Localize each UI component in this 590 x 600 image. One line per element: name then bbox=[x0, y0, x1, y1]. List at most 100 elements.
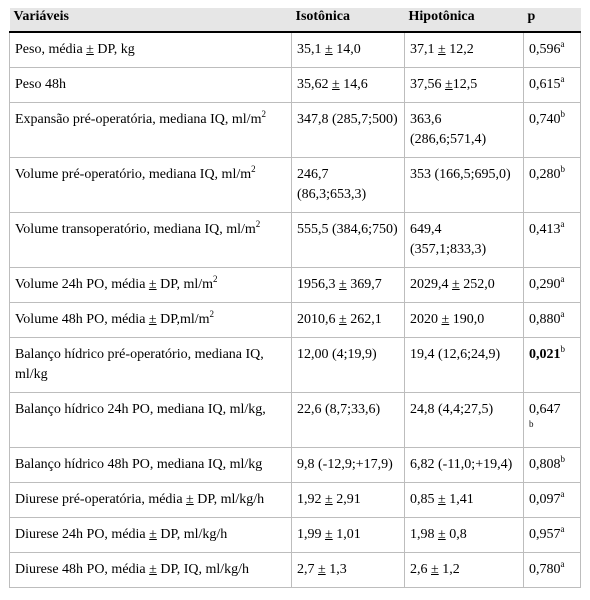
p-value: 0,021 bbox=[529, 347, 561, 362]
cell-text: 1,98 bbox=[410, 527, 438, 542]
isotonic-cell: 2010,6 ± 262,1 bbox=[291, 302, 405, 338]
header-row: Variáveis Isotônica Hipotônica p bbox=[9, 8, 581, 33]
isotonic-cell: 347,8 (285,7;500) bbox=[291, 102, 405, 158]
plus-minus-symbol: ± bbox=[149, 527, 157, 542]
cell-text: DP, ml/m bbox=[156, 277, 213, 292]
header-variables: Variáveis bbox=[9, 8, 292, 33]
cell-text: 22,6 (8,7;33,6) bbox=[297, 402, 381, 417]
hypotonic-cell: 2029,4 ± 252,0 bbox=[404, 267, 524, 303]
table-row: Peso 48h 35,62 ± 14,6 37,56 ±12,5 0,615a bbox=[9, 67, 581, 103]
variable-cell: Balanço hídrico 48h PO, mediana IQ, ml/k… bbox=[9, 447, 292, 483]
hypotonic-cell: 649,4 (357,1;833,3) bbox=[404, 212, 524, 268]
variable-cell: Volume 24h PO, média ± DP, ml/m2 bbox=[9, 267, 292, 303]
hypotonic-cell: 37,56 ±12,5 bbox=[404, 67, 524, 103]
isotonic-cell: 35,1 ± 14,0 bbox=[291, 32, 405, 68]
hypotonic-cell: 353 (166,5;695,0) bbox=[404, 157, 524, 213]
plus-minus-symbol: ± bbox=[148, 277, 157, 292]
cell-text: 6,82 (-11,0;+19,4) bbox=[410, 457, 513, 472]
p-value-footnote: a bbox=[560, 489, 565, 499]
cell-text: 35,62 bbox=[297, 77, 332, 92]
variable-cell: Diurese pré-operatória, média ± DP, ml/k… bbox=[9, 482, 292, 518]
header-isotonic: Isotônica bbox=[291, 8, 405, 33]
variable-cell: Balanço hídrico 24h PO, mediana IQ, ml/k… bbox=[9, 392, 292, 448]
cell-text: Balanço hídrico pré-operatório, mediana … bbox=[15, 347, 264, 382]
p-value-cell: 0,290a bbox=[523, 267, 581, 303]
cell-text: 35,1 bbox=[297, 42, 325, 57]
hypotonic-cell: 2,6 ± 1,2 bbox=[404, 552, 524, 588]
cell-text: DP, ml/kg/h bbox=[193, 492, 265, 507]
cell-text: 252,0 bbox=[459, 277, 495, 292]
cell-text: 246,7 (86,3;653,3) bbox=[297, 167, 367, 202]
hypotonic-cell: 363,6 (286,6;571,4) bbox=[404, 102, 524, 158]
cell-text: 0,85 bbox=[410, 492, 438, 507]
cell-text: 555,5 (384,6;750) bbox=[297, 222, 398, 237]
p-value-cell: 0,780a bbox=[523, 552, 581, 588]
cell-text: 14,0 bbox=[332, 42, 361, 57]
p-value-cell: 0,615a bbox=[523, 67, 581, 103]
isotonic-cell: 9,8 (-12,9;+17,9) bbox=[291, 447, 405, 483]
cell-text: 2,7 bbox=[297, 562, 318, 577]
cell-text: 1,01 bbox=[332, 527, 361, 542]
hypotonic-cell: 6,82 (-11,0;+19,4) bbox=[404, 447, 524, 483]
cell-text: 0,8 bbox=[445, 527, 467, 542]
cell-text: 190,0 bbox=[449, 312, 485, 327]
hypotonic-cell: 2020 ± 190,0 bbox=[404, 302, 524, 338]
table-row: Diurese pré-operatória, média ± DP, ml/k… bbox=[9, 482, 581, 518]
table-row: Volume 48h PO, média ± DP,ml/m2 2010,6 ± … bbox=[9, 302, 581, 338]
cell-text: 14,6 bbox=[339, 77, 368, 92]
isotonic-cell: 1,99 ± 1,01 bbox=[291, 517, 405, 553]
p-value-footnote: b bbox=[560, 109, 566, 119]
unit-superscript: 2 bbox=[209, 309, 215, 319]
p-value: 0,280 bbox=[529, 167, 561, 182]
plus-minus-symbol: ± bbox=[325, 527, 333, 542]
cell-text: 37,56 bbox=[410, 77, 445, 92]
plus-minus-symbol: ± bbox=[325, 492, 333, 507]
plus-minus-symbol: ± bbox=[325, 42, 333, 57]
variable-cell: Peso, média ± DP, kg bbox=[9, 32, 292, 68]
cell-text: 353 (166,5;695,0) bbox=[410, 167, 511, 182]
cell-text: DP,ml/m bbox=[156, 312, 210, 327]
cell-text: Volume 24h PO, média bbox=[15, 277, 149, 292]
isotonic-cell: 35,62 ± 14,6 bbox=[291, 67, 405, 103]
plus-minus-symbol: ± bbox=[339, 312, 347, 327]
p-value-footnote: a bbox=[560, 309, 565, 319]
p-value-cell: 0,957a bbox=[523, 517, 581, 553]
p-value-footnote: b bbox=[529, 419, 534, 429]
p-value-cell: 0,808b bbox=[523, 447, 581, 483]
p-value-cell: 0,097a bbox=[523, 482, 581, 518]
table-row: Diurese 24h PO, média ± DP, ml/kg/h 1,99 … bbox=[9, 517, 581, 553]
cell-text: Diurese pré-operatória, média bbox=[15, 492, 187, 507]
isotonic-cell: 12,00 (4;19,9) bbox=[291, 337, 405, 393]
p-value-footnote: a bbox=[560, 219, 565, 229]
cell-text: 1,3 bbox=[325, 562, 347, 577]
p-value-cell: 0,647 b bbox=[523, 392, 581, 448]
unit-superscript: 2 bbox=[255, 219, 261, 229]
cell-text: Balanço hídrico 24h PO, mediana IQ, ml/k… bbox=[15, 402, 266, 417]
cell-text: 2010,6 bbox=[297, 312, 339, 327]
table-row: Diurese 48h PO, média ± DP, IQ, ml/kg/h 2… bbox=[9, 552, 581, 588]
cell-text: 12,2 bbox=[445, 42, 474, 57]
cell-text: 1,2 bbox=[438, 562, 460, 577]
p-value-footnote: b bbox=[560, 344, 566, 354]
table-row: Volume transoperatório, mediana IQ, ml/m… bbox=[9, 212, 581, 268]
hypotonic-cell: 1,98 ± 0,8 bbox=[404, 517, 524, 553]
isotonic-cell: 2,7 ± 1,3 bbox=[291, 552, 405, 588]
cell-text: 2020 bbox=[410, 312, 442, 327]
plus-minus-symbol: ± bbox=[445, 77, 453, 92]
table-row: Volume 24h PO, média ± DP, ml/m2 1956,3 ±… bbox=[9, 267, 581, 303]
plus-minus-symbol: ± bbox=[431, 562, 439, 577]
table-row: Balanço hídrico 24h PO, mediana IQ, ml/k… bbox=[9, 392, 581, 448]
plus-minus-symbol: ± bbox=[438, 42, 446, 57]
table-body: Peso, média ± DP, kg 35,1 ± 14,0 37,1 ± 12… bbox=[9, 32, 581, 588]
cell-text: DP, ml/kg/h bbox=[156, 527, 228, 542]
cell-text: Balanço hídrico 48h PO, mediana IQ, ml/k… bbox=[15, 457, 263, 472]
variable-cell: Volume pré-operatório, mediana IQ, ml/m2 bbox=[9, 157, 292, 213]
cell-text: 2,6 bbox=[410, 562, 431, 577]
plus-minus-symbol: ± bbox=[86, 42, 94, 57]
hypotonic-cell: 0,85 ± 1,41 bbox=[404, 482, 524, 518]
cell-text: 19,4 (12,6;24,9) bbox=[410, 347, 501, 362]
p-value-footnote: a bbox=[560, 274, 565, 284]
cell-text: 369,7 bbox=[346, 277, 382, 292]
cell-text: Diurese 48h PO, média bbox=[15, 562, 150, 577]
cell-text: Diurese 24h PO, média bbox=[15, 527, 150, 542]
